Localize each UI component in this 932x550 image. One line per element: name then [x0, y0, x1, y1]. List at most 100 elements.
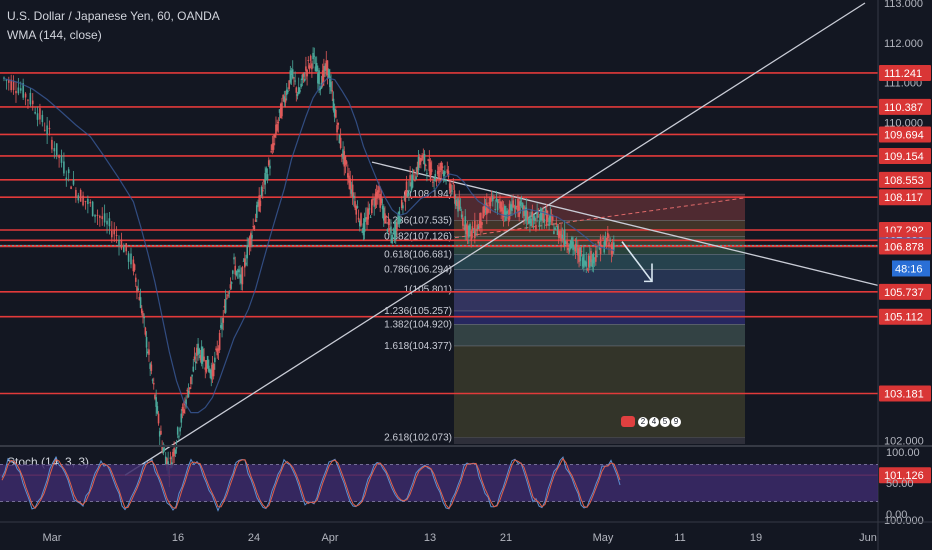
- candle-body: [19, 88, 22, 91]
- candle-body: [156, 406, 159, 414]
- candle-body: [433, 180, 435, 182]
- candle-body: [151, 379, 154, 381]
- candle-body: [353, 195, 355, 199]
- candle-body: [290, 70, 293, 76]
- candle-body: [511, 203, 513, 212]
- candle-body: [561, 234, 564, 239]
- candle-body: [363, 218, 366, 232]
- fib-zone: [454, 220, 745, 237]
- candle-body: [480, 212, 482, 229]
- candle-body: [308, 65, 311, 70]
- candle-body: [187, 390, 190, 398]
- candle-body: [330, 81, 332, 92]
- candle-body: [276, 124, 278, 131]
- candle-body: [311, 63, 313, 70]
- candle-body: [536, 211, 538, 219]
- candle-body: [360, 213, 362, 226]
- wma-line: [3, 77, 616, 414]
- candle-body: [541, 210, 543, 221]
- candle-body: [398, 211, 401, 224]
- candle-body: [379, 193, 381, 208]
- candle-body: [182, 409, 185, 414]
- candle-body: [387, 219, 390, 225]
- fib-zone: [454, 324, 745, 346]
- candle-body: [563, 229, 566, 245]
- fib-label: 0.236(107.535): [384, 215, 452, 226]
- candle-body: [202, 348, 204, 362]
- candle-body: [555, 222, 558, 225]
- candle-body: [314, 66, 317, 72]
- candle-body: [204, 367, 207, 370]
- candle-body: [369, 216, 372, 218]
- candle-body: [393, 229, 396, 239]
- candle-body: [254, 219, 257, 222]
- candle-body: [396, 222, 398, 231]
- candle-body: [435, 179, 438, 182]
- candle-body: [152, 382, 155, 385]
- candle-body: [349, 178, 352, 190]
- candle-body: [149, 363, 151, 369]
- candle-body: [386, 229, 389, 232]
- fib-label: 1.618(104.377): [384, 341, 452, 352]
- candle-body: [367, 208, 370, 220]
- candle-body: [542, 211, 544, 222]
- candle-body: [493, 197, 495, 199]
- candle-body: [108, 218, 111, 227]
- candle-body: [173, 448, 175, 457]
- candle-body: [186, 389, 189, 392]
- candle-body: [99, 215, 101, 218]
- candle-body: [348, 175, 350, 183]
- candle-body: [575, 245, 578, 247]
- event-badge[interactable]: 2 4 5 9: [620, 416, 681, 427]
- candle-body: [482, 206, 485, 219]
- candle-body: [518, 201, 520, 217]
- candle-body: [421, 155, 423, 161]
- indicator-label[interactable]: WMA (144, close): [7, 28, 102, 42]
- candle-body: [607, 232, 609, 238]
- candle-body: [144, 327, 147, 335]
- candle-body: [551, 216, 554, 221]
- candle-body: [597, 241, 600, 244]
- candle-body: [300, 83, 302, 87]
- candle-body: [496, 199, 499, 211]
- candle-body: [468, 225, 470, 238]
- candle-body: [444, 170, 446, 174]
- candle-body: [181, 406, 184, 411]
- candle-body: [439, 170, 441, 172]
- candle-body: [475, 233, 477, 235]
- candle-body: [70, 186, 72, 189]
- candle-body: [160, 430, 162, 435]
- candle-body: [3, 77, 5, 79]
- candle-body: [388, 228, 391, 230]
- candle-body: [489, 197, 492, 207]
- candle-body: [161, 445, 163, 451]
- candle-body: [155, 397, 157, 407]
- candle-body: [103, 213, 106, 223]
- candle-body: [509, 204, 512, 211]
- candle-body: [414, 180, 416, 182]
- candle-body: [580, 250, 583, 252]
- candle-body: [48, 127, 51, 130]
- candle-body: [303, 78, 306, 82]
- countdown-label: 48:16: [895, 263, 923, 275]
- candle-body: [264, 172, 266, 185]
- candle-body: [531, 212, 534, 217]
- candle-body: [227, 294, 229, 297]
- candle-body: [208, 365, 210, 372]
- candle-body: [24, 93, 27, 98]
- candle-body: [34, 112, 36, 114]
- candle-body: [143, 317, 145, 319]
- candle-body: [585, 261, 588, 267]
- candle-body: [188, 387, 191, 390]
- x-axis-tick: Jun: [859, 532, 877, 544]
- candle-body: [512, 200, 514, 208]
- fib-label: 1.382(104.920): [384, 319, 452, 330]
- x-axis-tick: Apr: [321, 532, 338, 544]
- candle-body: [329, 76, 331, 88]
- candle-body: [63, 161, 65, 174]
- price-label-box: [879, 308, 931, 325]
- candle-body: [247, 244, 250, 247]
- candle-body: [194, 361, 197, 364]
- candle-body: [465, 224, 468, 235]
